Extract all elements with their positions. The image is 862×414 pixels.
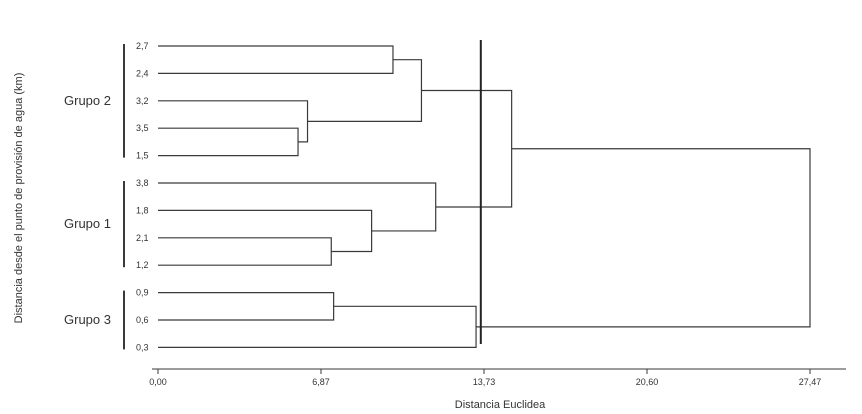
merge-link-2 bbox=[158, 100, 309, 143]
dendrogram-links bbox=[158, 45, 811, 348]
leaf-labels: 2,7 2,4 3,2 3,5 1,5 3,8 1,8 2,1 1,2 0,9 0,6 0,3 bbox=[136, 41, 149, 352]
leaf-label: 1,5 bbox=[136, 151, 149, 161]
leaf-label: 2,1 bbox=[136, 233, 149, 243]
x-axis: 0,00 6,87 13,73 20,60 27,47 Distancia Euclid… bbox=[149, 368, 846, 411]
merge-link-1 bbox=[158, 127, 299, 157]
x-tick-label: 27,47 bbox=[799, 377, 822, 387]
x-tick-label: 20,60 bbox=[636, 377, 659, 387]
merge-link-9 bbox=[158, 292, 335, 321]
group-labels: Grupo 2 Grupo 1 Grupo 3 bbox=[64, 44, 125, 350]
leaf-label: 3,2 bbox=[136, 96, 149, 106]
leaf-label: 2,4 bbox=[136, 68, 149, 78]
leaf-label: 1,8 bbox=[136, 205, 149, 215]
leaf-label: 0,3 bbox=[136, 342, 149, 352]
leaf-label: 3,5 bbox=[136, 123, 149, 133]
group-label: Grupo 1 bbox=[64, 216, 111, 231]
merge-link-7 bbox=[158, 182, 437, 232]
merge-link-10 bbox=[158, 305, 477, 348]
y-axis-title: Distancia desde el punto de provisión de… bbox=[13, 73, 25, 324]
leaf-label: 1,2 bbox=[136, 260, 149, 270]
leaf-label: 0,6 bbox=[136, 315, 149, 325]
merge-link-3 bbox=[158, 45, 394, 74]
merge-link-8 bbox=[421, 89, 513, 208]
x-tick-label: 13,73 bbox=[473, 377, 496, 387]
leaf-label: 3,8 bbox=[136, 178, 149, 188]
merge-link-5 bbox=[158, 237, 332, 266]
group-label: Grupo 2 bbox=[64, 93, 111, 108]
x-axis-ticks: 0,00 6,87 13,73 20,60 27,47 bbox=[149, 369, 821, 387]
merge-link-6 bbox=[158, 209, 373, 253]
merge-link-11 bbox=[476, 148, 811, 328]
x-tick-label: 0,00 bbox=[149, 377, 167, 387]
x-tick-label: 6,87 bbox=[312, 377, 330, 387]
x-axis-title: Distancia Euclidea bbox=[455, 399, 546, 411]
merge-link-4 bbox=[307, 59, 423, 122]
leaf-label: 0,9 bbox=[136, 288, 149, 298]
group-label: Grupo 3 bbox=[64, 312, 111, 327]
leaf-label: 2,7 bbox=[136, 41, 149, 51]
